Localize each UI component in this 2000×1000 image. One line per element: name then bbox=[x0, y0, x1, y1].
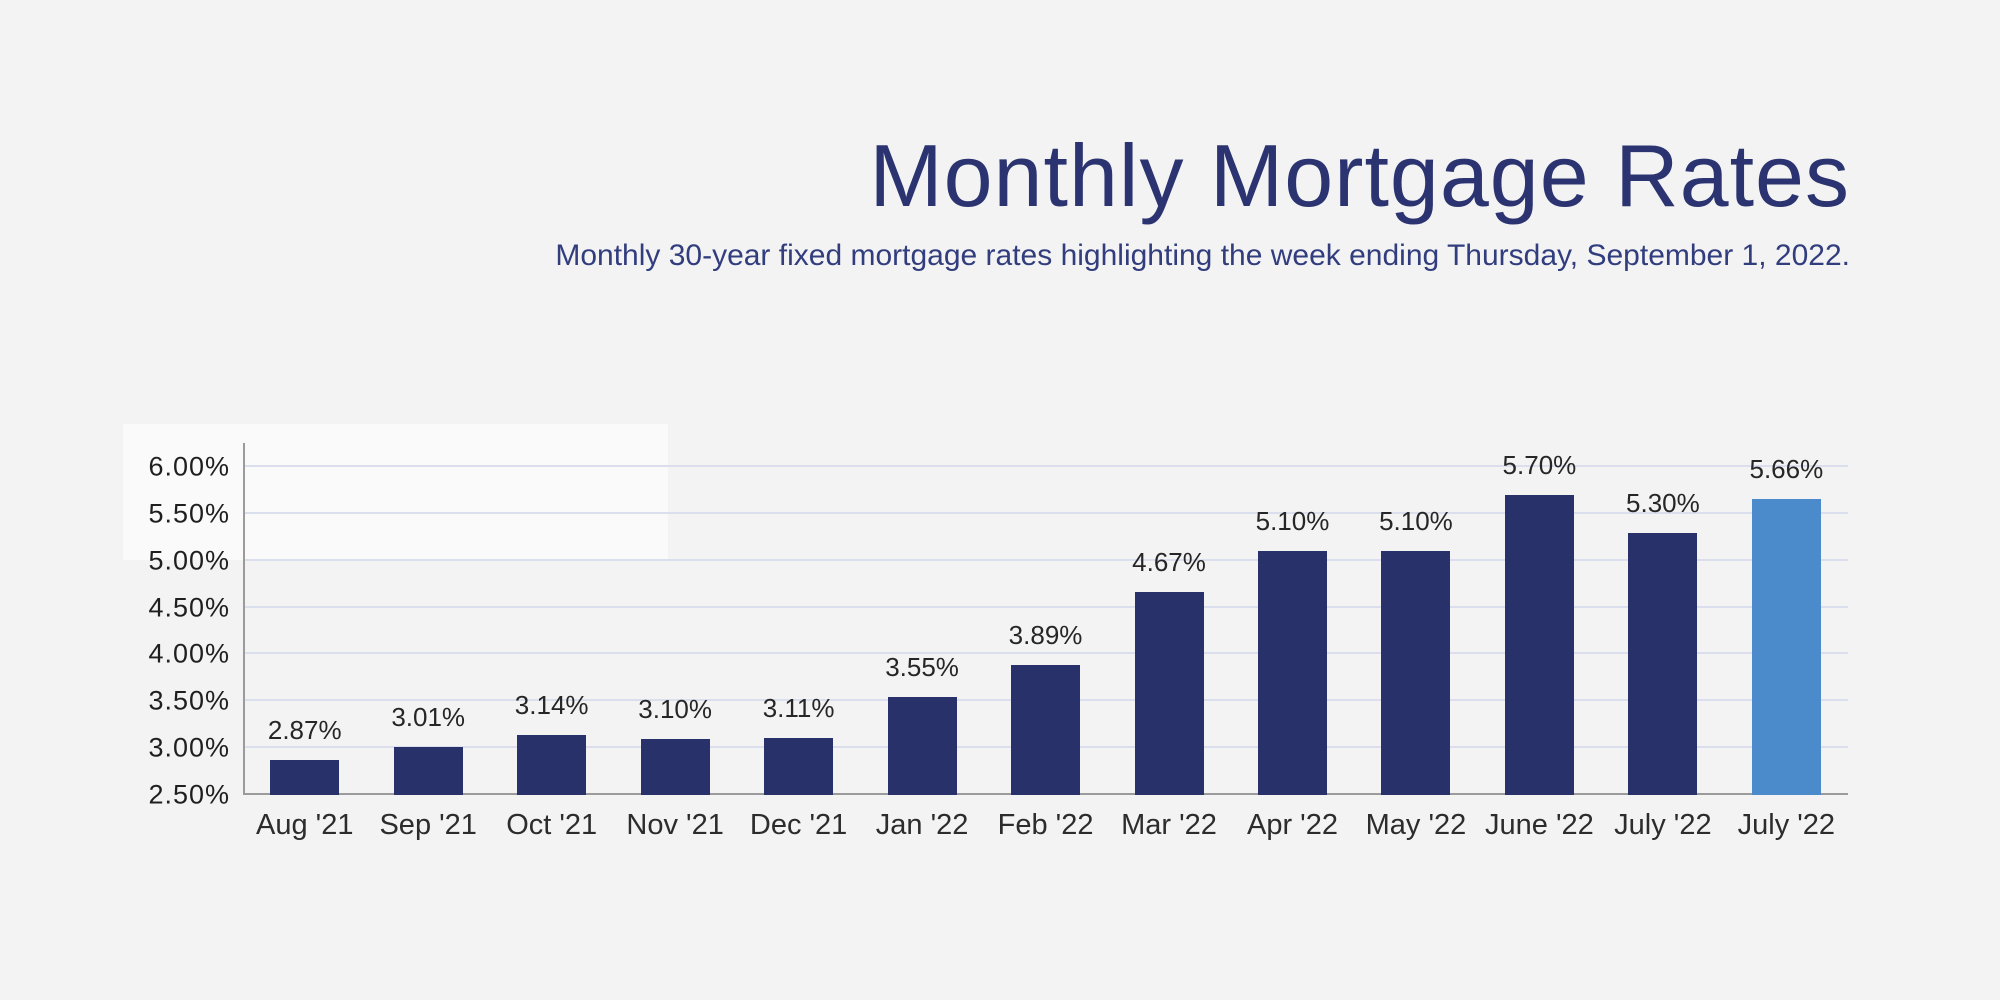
y-axis-labels: 2.50% 3.00% 3.50% 4.00% 4.50% 5.00% 5.50% 6.00% bbox=[110, 420, 230, 810]
bar bbox=[1504, 495, 1574, 795]
bar-value-label: 3.11% bbox=[762, 692, 835, 723]
bar-slot: 5.70% June '22 bbox=[1478, 420, 1601, 841]
bar-slot: 3.01% Sep '21 bbox=[366, 420, 489, 841]
bar-value-label: 4.67% bbox=[1132, 546, 1206, 577]
bar-value-label: 5.66% bbox=[1749, 453, 1824, 484]
bar-slot: 4.67% Mar '22 bbox=[1107, 420, 1230, 841]
bar-slot: 5.66% July '22 bbox=[1725, 420, 1848, 841]
bar bbox=[1628, 532, 1698, 795]
highlight-panel bbox=[123, 424, 668, 560]
bar bbox=[1257, 551, 1327, 795]
bars-layer: 2.87% Aug '21 3.01% Sep '21 3.14% Oct '21 3.10… bbox=[243, 420, 1848, 841]
x-tick-label: Apr '22 bbox=[1246, 809, 1338, 841]
gridline bbox=[243, 558, 1848, 561]
page-subtitle: Monthly 30-year fixed mortgage rates hig… bbox=[555, 239, 1850, 273]
bar-slot: 5.30% July '22 bbox=[1601, 420, 1724, 841]
bar-chart: 2.87% Aug '21 3.01% Sep '21 3.14% Oct '21 3.10… bbox=[243, 420, 1848, 841]
bar bbox=[1011, 664, 1081, 795]
bar-slot: 3.10% Nov '21 bbox=[613, 420, 736, 841]
bar-slot: 5.10% Apr '22 bbox=[1231, 420, 1354, 841]
bar bbox=[1751, 498, 1821, 795]
gridline bbox=[243, 605, 1848, 608]
x-tick-label: Dec '21 bbox=[749, 809, 848, 841]
x-tick-label: June '22 bbox=[1485, 809, 1594, 841]
bar-value-label: 3.01% bbox=[391, 702, 466, 733]
bar-value-label: 5.30% bbox=[1626, 487, 1700, 518]
bar bbox=[887, 696, 957, 795]
x-tick-label: Jan '22 bbox=[875, 809, 969, 841]
bar-slot: 5.10% May '22 bbox=[1354, 420, 1477, 841]
x-tick-label: Aug '21 bbox=[256, 809, 354, 841]
y-axis-line bbox=[243, 443, 245, 795]
y-tick-label: 3.50% bbox=[148, 685, 230, 716]
bar-value-label: 2.87% bbox=[267, 715, 342, 746]
bar-slot: 3.55% Jan '22 bbox=[860, 420, 983, 841]
x-tick-label: Feb '22 bbox=[997, 809, 1094, 841]
bar bbox=[1381, 551, 1451, 795]
bar-value-label: 3.14% bbox=[514, 690, 589, 721]
y-tick-label: 5.50% bbox=[148, 498, 230, 529]
x-tick-label: July '22 bbox=[1737, 809, 1836, 841]
page-title: Monthly Mortgage Rates bbox=[869, 126, 1850, 225]
bar-value-label: 3.89% bbox=[1008, 619, 1083, 650]
y-tick-label: 5.00% bbox=[148, 545, 230, 576]
x-tick-label: July '22 bbox=[1614, 809, 1712, 841]
y-tick-label: 3.00% bbox=[148, 732, 230, 763]
bar-value-label: 3.55% bbox=[885, 651, 959, 682]
bar bbox=[640, 738, 710, 795]
gridline bbox=[243, 511, 1848, 514]
bar bbox=[1134, 591, 1204, 795]
x-tick-label: Nov '21 bbox=[626, 809, 724, 841]
gridline bbox=[243, 465, 1848, 467]
x-tick-label: Mar '22 bbox=[1121, 809, 1217, 841]
bar-slot: 3.11% Dec '21 bbox=[737, 420, 860, 841]
bar bbox=[517, 735, 587, 795]
bar-value-label: 3.10% bbox=[638, 693, 712, 724]
y-tick-label: 2.50% bbox=[148, 779, 230, 810]
bar-value-label: 5.10% bbox=[1255, 506, 1330, 537]
x-tick-label: Oct '21 bbox=[506, 809, 598, 841]
x-tick-label: Sep '21 bbox=[379, 809, 477, 841]
chart-header: Monthly Mortgage Rates Monthly 30-year f… bbox=[555, 128, 1850, 273]
bar-slot: 2.87% Aug '21 bbox=[243, 420, 366, 841]
bar-value-label: 5.70% bbox=[1502, 450, 1577, 481]
bar bbox=[393, 747, 463, 795]
x-tick-label: May '22 bbox=[1365, 809, 1467, 841]
bar bbox=[270, 760, 340, 795]
bar-value-label: 5.10% bbox=[1379, 506, 1453, 537]
bar-slot: 3.14% Oct '21 bbox=[490, 420, 613, 841]
bar-slot: 3.89% Feb '22 bbox=[984, 420, 1107, 841]
y-tick-label: 6.00% bbox=[148, 451, 230, 482]
gridline bbox=[243, 652, 1848, 655]
bar bbox=[764, 737, 834, 795]
y-tick-label: 4.50% bbox=[148, 592, 230, 623]
y-tick-label: 4.00% bbox=[148, 638, 230, 669]
